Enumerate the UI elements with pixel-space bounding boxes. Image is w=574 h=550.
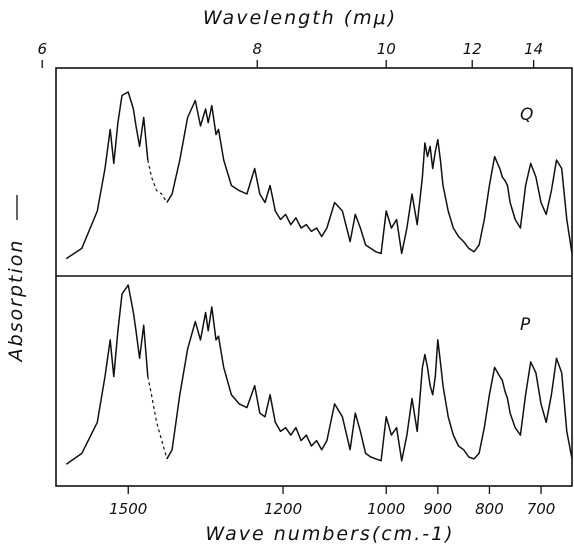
panel-label-p: P <box>520 315 531 335</box>
y-axis-label-group: Absorption <box>5 195 27 363</box>
spectrum-p-solid-line <box>65 284 149 465</box>
spectrum-q-solid-line <box>65 91 149 260</box>
top-tick-label: 12 <box>463 40 482 58</box>
top-tick-label: 6 <box>37 40 47 58</box>
bottom-tick-label: 1000 <box>367 500 405 518</box>
top-axis-ticks: 6 8 10 12 14 <box>37 40 543 68</box>
y-axis-label: Absorption <box>5 239 27 364</box>
bottom-tick-label: 800 <box>475 500 504 518</box>
bottom-axis-ticks: 1500 1200 1000 900 800 700 <box>109 486 555 518</box>
bottom-tick-label: 900 <box>424 500 453 518</box>
bottom-tick-label: 1500 <box>109 500 147 518</box>
panel-label-q: Q <box>520 105 533 125</box>
bottom-tick-label: 1200 <box>264 500 302 518</box>
bottom-tick-label: 700 <box>527 500 556 518</box>
top-tick-label: 8 <box>252 40 262 58</box>
spectrum-p-solid-line <box>166 306 573 462</box>
top-tick-label: 10 <box>377 40 396 58</box>
bottom-axis-title: Wave numbers(cm.-1) <box>205 523 454 545</box>
spectrum-p-dashed-line <box>147 376 168 460</box>
spectrum-q-dashed-line <box>147 159 168 203</box>
top-axis-title: Wavelength (mμ) <box>203 7 397 29</box>
spectra <box>65 91 573 465</box>
spectrum-q-solid-line <box>166 99 573 255</box>
plot-frame <box>55 67 573 487</box>
top-tick-label: 14 <box>524 40 543 58</box>
